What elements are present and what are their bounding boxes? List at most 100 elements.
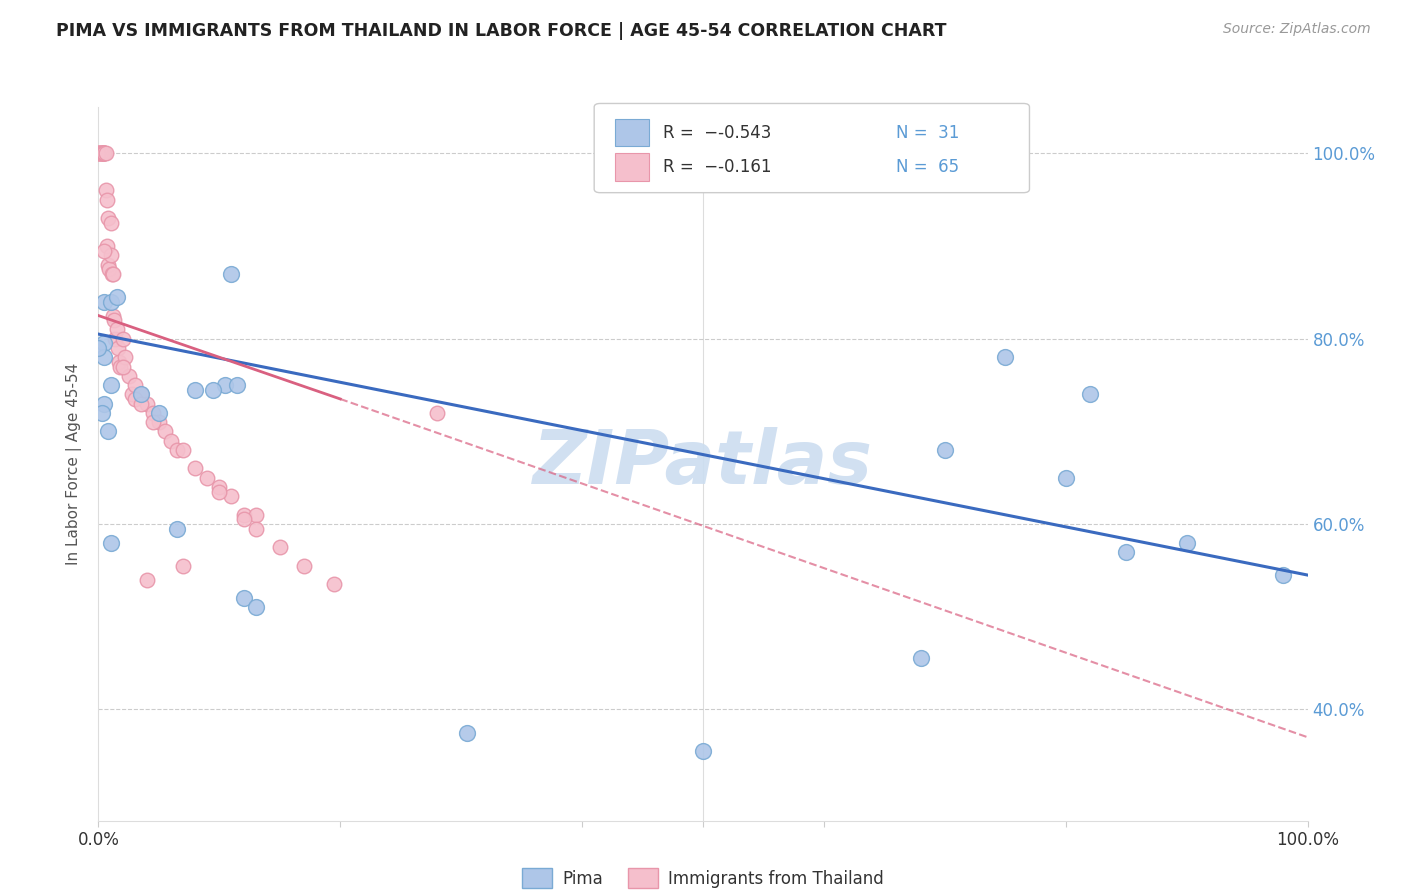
Point <box>91 146 114 161</box>
Point <box>208 480 231 494</box>
Point <box>87 146 110 161</box>
Point <box>994 351 1017 365</box>
Point <box>91 146 114 161</box>
Text: N =  31: N = 31 <box>897 124 960 142</box>
Point <box>108 355 131 369</box>
Point <box>129 387 152 401</box>
Point <box>160 434 183 448</box>
Point <box>184 461 207 475</box>
Point <box>111 359 134 374</box>
Point <box>87 341 110 355</box>
Point <box>118 368 141 383</box>
Point <box>91 146 114 161</box>
Point <box>108 359 131 374</box>
Point <box>426 406 449 420</box>
Point <box>292 558 315 573</box>
Point <box>101 267 124 281</box>
Point <box>245 522 267 536</box>
Point <box>91 146 114 161</box>
Point <box>93 146 115 161</box>
Point <box>111 332 134 346</box>
Point <box>96 193 118 207</box>
Point <box>104 332 127 346</box>
Point <box>910 651 932 665</box>
Point <box>100 216 122 230</box>
Point <box>166 522 188 536</box>
Point <box>1054 471 1077 485</box>
Point <box>100 248 122 262</box>
Point <box>91 406 114 420</box>
Point <box>135 573 157 587</box>
Text: Source: ZipAtlas.com: Source: ZipAtlas.com <box>1223 22 1371 37</box>
Point <box>107 341 129 355</box>
Point <box>153 425 176 439</box>
Point <box>87 146 110 161</box>
Point <box>101 309 124 323</box>
Point <box>1115 545 1137 559</box>
Point <box>103 313 125 327</box>
Point <box>100 267 122 281</box>
Point <box>208 484 231 499</box>
Point <box>105 290 128 304</box>
Point <box>121 387 143 401</box>
Point <box>124 378 146 392</box>
Point <box>94 184 117 198</box>
Y-axis label: In Labor Force | Age 45-54: In Labor Force | Age 45-54 <box>66 363 83 565</box>
Point <box>232 512 254 526</box>
FancyBboxPatch shape <box>614 153 648 180</box>
Point <box>93 294 115 309</box>
Point <box>269 541 291 555</box>
Point <box>93 336 115 351</box>
Point <box>93 396 115 410</box>
Point <box>129 387 152 401</box>
Point <box>142 406 165 420</box>
Point <box>221 267 243 281</box>
Point <box>214 378 236 392</box>
Point <box>105 322 128 336</box>
Point <box>100 535 122 549</box>
Point <box>226 378 249 392</box>
Point <box>97 258 120 272</box>
Point <box>221 489 243 503</box>
Point <box>98 262 121 277</box>
Point <box>100 294 122 309</box>
FancyBboxPatch shape <box>595 103 1029 193</box>
Point <box>142 415 165 429</box>
Text: ZIPatlas: ZIPatlas <box>533 427 873 500</box>
Point <box>323 577 346 591</box>
Legend: Pima, Immigrants from Thailand: Pima, Immigrants from Thailand <box>516 862 890 892</box>
Text: PIMA VS IMMIGRANTS FROM THAILAND IN LABOR FORCE | AGE 45-54 CORRELATION CHART: PIMA VS IMMIGRANTS FROM THAILAND IN LABO… <box>56 22 946 40</box>
Point <box>202 383 225 397</box>
Point <box>245 600 267 615</box>
Point <box>97 211 120 226</box>
FancyBboxPatch shape <box>614 120 648 146</box>
Point <box>184 383 207 397</box>
Point <box>124 392 146 406</box>
Point <box>94 146 117 161</box>
Point <box>97 425 120 439</box>
Point <box>195 471 218 485</box>
Text: R =  −-0.161: R = −-0.161 <box>664 158 772 176</box>
Point <box>90 146 112 161</box>
Point <box>232 508 254 522</box>
Point <box>129 396 152 410</box>
Point <box>135 396 157 410</box>
Point <box>456 725 478 739</box>
Point <box>1272 568 1295 582</box>
Point <box>172 558 194 573</box>
Point <box>93 351 115 365</box>
Point <box>166 442 188 457</box>
Text: N =  65: N = 65 <box>897 158 959 176</box>
Point <box>96 239 118 253</box>
Point <box>90 146 112 161</box>
Point <box>1175 535 1198 549</box>
Point <box>93 146 115 161</box>
Point <box>232 591 254 606</box>
Point <box>692 744 714 758</box>
Point <box>93 244 115 258</box>
Point <box>1078 387 1101 401</box>
Point <box>245 508 267 522</box>
Point <box>93 146 115 161</box>
Point <box>100 378 122 392</box>
Point <box>114 351 136 365</box>
